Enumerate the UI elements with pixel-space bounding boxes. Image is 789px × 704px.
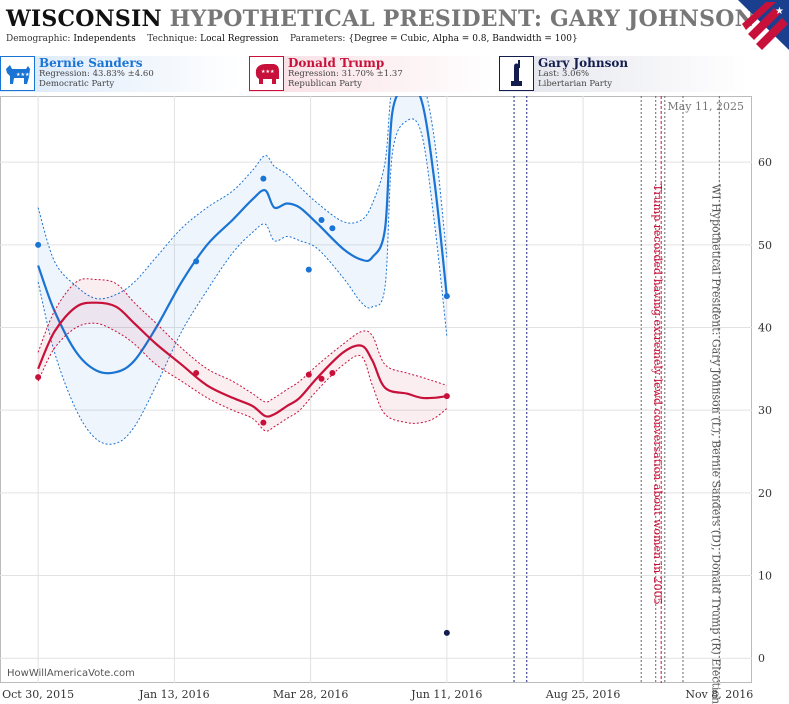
band-lower-line [37,322,448,432]
data-point [318,375,325,382]
technique-value: Local Regression [200,34,279,44]
y-tick-label: 30 [758,404,772,417]
legend-item-trump: ★★★ Donald Trump Regression: 31.70% ±1.3… [249,56,494,92]
data-point [443,629,450,636]
x-tick-label: Nov 8, 2016 [685,688,753,701]
y-tick-label: 20 [758,487,772,500]
data-point [260,175,267,182]
site-watermark: HowWillAmericaVote.com [7,668,135,679]
legend-stat: Regression: 31.70% ±1.37 [288,69,403,79]
legend-party: Democratic Party [39,79,115,89]
data-point [260,419,267,426]
data-point [329,225,336,232]
legend-item-johnson: Gary Johnson Last: 3.06% Libertarian Par… [499,56,749,92]
chart-meta: Demographic: Independents Technique: Loc… [6,34,578,44]
data-point [305,371,312,378]
band-upper-line [37,278,447,403]
annotation-label: WI Hypothetical President: Gary Johnson … [709,184,722,704]
x-tick-label: Jun 11, 2016 [410,688,482,701]
state-name: WISCONSIN [6,6,162,32]
x-tick-label: Jan 13, 2016 [138,688,210,701]
data-point [35,241,42,248]
data-point [329,369,336,376]
trend-line [37,96,448,375]
chart-title: WISCONSIN HYPOTHETICAL PRESIDENT: GARY J… [6,6,789,32]
svg-text:★★★: ★★★ [16,72,30,78]
elephant-icon: ★★★ [249,56,284,91]
parameters-value: {Degree = Cubic, Alpha = 0.8, Bandwidth … [348,34,578,44]
trend-line [37,301,447,418]
legend-name: Gary Johnson [538,56,629,70]
legend-name: Bernie Sanders [39,56,143,70]
flag-logo-icon: ★ [738,0,789,50]
data-point [443,393,450,400]
plot-frame [0,96,752,683]
donkey-icon: ★★★ [0,56,35,91]
liberty-icon [499,56,534,91]
demographic-value: Independents [73,34,136,44]
y-tick-label: 50 [758,239,772,252]
confidence-band [38,96,447,445]
legend-name: Donald Trump [288,56,385,70]
legend: ★★★ Bernie Sanders Regression: 43.83% ±4… [0,56,789,94]
y-tick-label: 60 [758,156,772,169]
legend-item-sanders: ★★★ Bernie Sanders Regression: 43.83% ±4… [0,56,240,92]
data-point [35,374,42,381]
legend-party: Republican Party [288,79,362,89]
legend-stat: Regression: 43.83% ±4.60 [39,69,154,79]
svg-text:★★★: ★★★ [261,69,275,75]
x-tick-label: Mar 28, 2016 [273,688,349,701]
y-tick-label: 40 [758,321,772,334]
y-tick-label: 0 [758,652,765,665]
y-tick-label: 10 [758,570,772,583]
x-tick-label: Aug 25, 2016 [545,688,621,701]
band-lower-line [37,118,448,445]
data-point [443,293,450,300]
x-tick-label: Oct 30, 2015 [2,688,74,701]
race-title: HYPOTHETICAL PRESIDENT: GARY JOHNSON (L)… [169,6,789,32]
annotation-label: Trump recorded having extremely lewd con… [651,184,664,605]
data-point [193,258,200,265]
data-point [193,369,200,376]
data-point [305,266,312,273]
legend-party: Libertarian Party [538,79,613,89]
svg-text:★: ★ [775,6,784,17]
date-label: May 11, 2025 [667,100,744,113]
data-point [318,217,325,224]
legend-stat: Last: 3.06% [538,69,590,79]
confidence-band [38,278,447,432]
